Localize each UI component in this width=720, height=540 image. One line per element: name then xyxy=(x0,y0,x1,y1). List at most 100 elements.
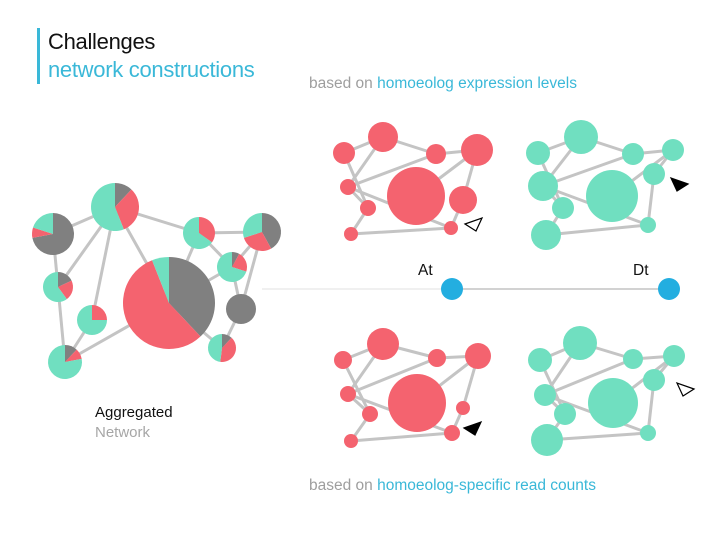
network-node xyxy=(564,120,598,154)
network-node xyxy=(640,217,656,233)
network-node xyxy=(444,221,458,235)
network-node xyxy=(362,406,378,422)
network-node xyxy=(360,200,376,216)
filled-arrow-marker xyxy=(669,176,690,192)
pie-slice xyxy=(77,305,107,335)
caption-highlight: homoeolog-specific read counts xyxy=(377,477,596,494)
pie-slice xyxy=(226,294,256,324)
pie-slice xyxy=(32,213,74,256)
aggregated-label-line2: Network xyxy=(95,424,151,441)
hollow-arrow-marker xyxy=(675,381,696,397)
pie-slice xyxy=(58,280,73,300)
network-node xyxy=(426,144,446,164)
pie-slice xyxy=(152,257,169,303)
pie-node xyxy=(42,272,73,303)
network-node xyxy=(552,197,574,219)
pie-slice xyxy=(262,213,281,249)
page-title: Challenges xyxy=(48,29,156,54)
pie-slice xyxy=(92,305,107,320)
pie-node xyxy=(47,345,82,379)
network-node xyxy=(588,378,638,428)
caption-read-counts: based on homoeolog-specific read counts xyxy=(309,477,596,495)
pie-slice xyxy=(183,217,212,249)
network-node xyxy=(449,186,477,214)
pie-slice xyxy=(115,189,139,230)
pie-slice xyxy=(169,257,216,337)
pie-slice xyxy=(243,232,272,251)
pie-slice xyxy=(33,213,53,234)
aggregated-network xyxy=(31,183,281,379)
pie-slice xyxy=(207,334,222,362)
network-node xyxy=(528,171,558,201)
network-node xyxy=(344,227,358,241)
network-edge xyxy=(349,226,453,236)
network-node xyxy=(528,348,552,372)
pie-node xyxy=(77,305,107,335)
network-node xyxy=(344,434,358,448)
network-node xyxy=(387,167,445,225)
pie-slice xyxy=(91,183,124,231)
network-node xyxy=(563,326,597,360)
network-edge xyxy=(341,358,372,416)
pie-slice xyxy=(65,345,77,362)
network-node xyxy=(461,134,493,166)
hollow-arrow-marker xyxy=(463,216,484,232)
at-dot xyxy=(441,278,463,300)
network-node xyxy=(663,345,685,367)
aggregated-network-label: Aggregated Network xyxy=(95,403,173,443)
network-node xyxy=(554,403,576,425)
pie-slice xyxy=(232,253,247,272)
network-node xyxy=(367,328,399,360)
network-node xyxy=(388,374,446,432)
pie-slice xyxy=(31,227,53,238)
network-node xyxy=(428,349,446,367)
network-edge xyxy=(543,357,635,397)
dt-label: Dt xyxy=(633,262,649,279)
network-node xyxy=(334,351,352,369)
network-node xyxy=(444,425,460,441)
dt-network-expression xyxy=(526,120,690,250)
pie-slice xyxy=(58,272,72,287)
pie-slice xyxy=(243,213,262,238)
pie-slice xyxy=(123,260,201,349)
network-node xyxy=(531,220,561,250)
at-network-expression xyxy=(333,122,493,241)
pie-slice xyxy=(65,349,82,362)
at-network-read-counts xyxy=(334,328,491,448)
network-node xyxy=(526,141,550,165)
network-node xyxy=(622,143,644,165)
network-edge xyxy=(346,356,439,396)
caption-highlight: homoeolog expression levels xyxy=(377,75,577,92)
pie-slice xyxy=(199,217,216,243)
pie-slice xyxy=(42,272,67,303)
network-node xyxy=(643,163,665,185)
page-subtitle: network constructions xyxy=(48,57,255,82)
network-node xyxy=(623,349,643,369)
aggregated-label-line1: Aggregated xyxy=(95,404,173,421)
network-edge xyxy=(541,152,635,188)
pie-slice xyxy=(220,337,236,362)
network-node xyxy=(456,401,470,415)
pie-node xyxy=(243,213,281,251)
title-accent-bar xyxy=(37,28,40,84)
network-edge xyxy=(346,152,438,189)
pie-node xyxy=(226,294,256,324)
pie-node xyxy=(31,213,74,256)
network-edge xyxy=(545,431,650,442)
caption-expression-levels: based on homoeolog expression levels xyxy=(309,75,577,93)
network-node xyxy=(333,142,355,164)
network-node xyxy=(531,424,563,456)
network-node xyxy=(586,170,638,222)
pie-slice xyxy=(222,334,232,348)
network-node xyxy=(340,179,356,195)
network-node xyxy=(662,139,684,161)
network-node xyxy=(368,122,398,152)
network-node xyxy=(643,369,665,391)
at-label: At xyxy=(418,262,433,279)
network-node xyxy=(340,386,356,402)
pie-node xyxy=(123,257,216,349)
network-edge xyxy=(349,431,454,443)
pie-node xyxy=(217,252,247,283)
network-edge xyxy=(544,223,650,237)
